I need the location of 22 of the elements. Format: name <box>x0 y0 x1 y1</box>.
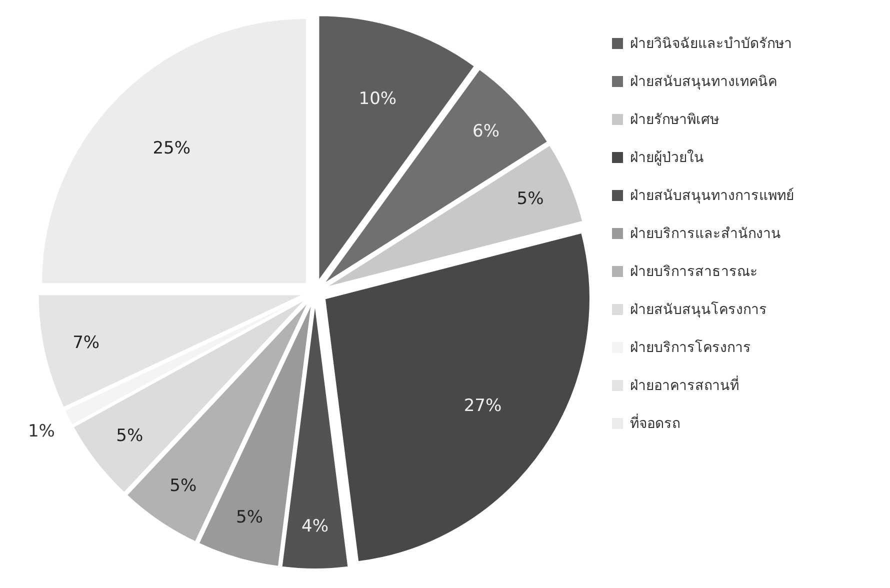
data-label: 5% <box>236 507 264 528</box>
data-label: 5% <box>116 426 144 446</box>
data-label: 5% <box>170 476 197 496</box>
legend-label: ฝ่ายบริการสาธารณะ <box>630 264 758 280</box>
data-label: 4% <box>302 516 328 537</box>
legend-label: ฝ่ายสนับสนุนทางการแพทย์ <box>630 187 794 204</box>
legend-label: ฝ่ายวินิจฉัยและบำบัดรักษา <box>630 36 792 52</box>
legend-label: ที่จอดรถ <box>630 414 680 432</box>
data-label: 5% <box>516 188 544 209</box>
legend-label: ฝ่ายอาคารสถานที่ <box>630 376 739 394</box>
data-label: 10% <box>358 89 397 110</box>
data-label: 7% <box>72 333 100 354</box>
legend-label: ฝ่ายผู้ป่วยใน <box>630 149 704 166</box>
legend-label: ฝ่ายสนับสนุนทางเทคนิค <box>630 74 777 90</box>
legend-label: ฝ่ายบริการโครงการ <box>630 339 751 356</box>
data-label: 1% <box>28 421 55 442</box>
data-label: 25% <box>152 138 190 159</box>
legend-label: ฝ่ายสนับสนุนโครงการ <box>630 301 767 318</box>
legend-label: ฝ่ายรักษาพิเศษ <box>630 112 719 128</box>
legend-label: ฝ่ายบริการและสำนักงาน <box>630 226 781 242</box>
data-label: 27% <box>464 396 502 416</box>
data-label: 6% <box>472 121 500 142</box>
